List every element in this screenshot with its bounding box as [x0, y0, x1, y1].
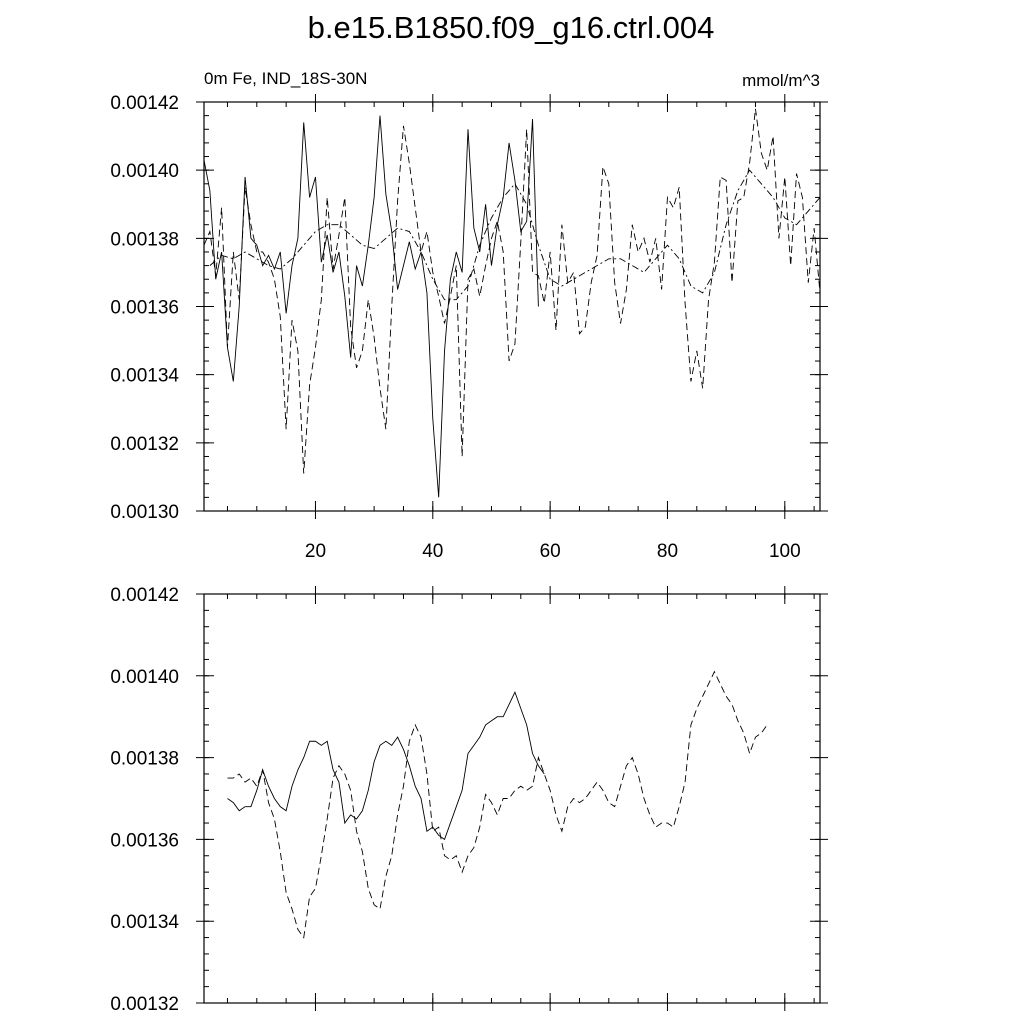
y-tick-label: 0.00134 [110, 366, 179, 387]
chart-title: b.e15.B1850.f09_g16.ctrl.004 [308, 10, 715, 45]
x-tick-label: 80 [657, 541, 678, 562]
y-tick-label: 0.00132 [110, 434, 179, 455]
y-tick-label: 0.00140 [110, 161, 179, 182]
y-tick-label: 0.00132 [110, 994, 179, 1015]
y-tick-label: 0.00140 [110, 667, 179, 688]
region-subtitle: 0m Fe, IND_18S-30N [204, 69, 367, 88]
series-line-3-dash-dot [209, 169, 820, 301]
y-tick-label: 0.00138 [110, 749, 179, 770]
y-tick-label: 0.00138 [110, 229, 179, 250]
x-tick-label: 100 [769, 541, 801, 562]
series-line-2-dashed [204, 108, 820, 474]
series-line-1-solid [227, 690, 545, 841]
y-tick-label: 0.00142 [110, 93, 179, 114]
x-tick-label: 20 [305, 541, 326, 562]
plot-frame [203, 593, 821, 1004]
x-tick-label: 40 [422, 541, 443, 562]
y-tick-label: 0.00136 [110, 298, 179, 319]
series-line-1-solid [204, 115, 539, 498]
top-panel: 0.00130 0.00132 0.00134 0.00136 0.00138 0.001… [110, 93, 828, 562]
plot-frame [203, 101, 821, 512]
series-line-2-dashed [227, 670, 768, 939]
x-tick-label: 60 [540, 541, 561, 562]
y-tick-label: 0.00134 [110, 912, 179, 933]
y-tick-label: 0.00130 [110, 502, 179, 523]
y-tick-label: 0.00142 [110, 585, 179, 606]
units-label: mmol/m^3 [742, 71, 820, 90]
y-tick-label: 0.00136 [110, 830, 179, 851]
bottom-panel: 0.00132 0.00134 0.00136 0.00138 0.00140 0.001… [110, 585, 828, 1015]
